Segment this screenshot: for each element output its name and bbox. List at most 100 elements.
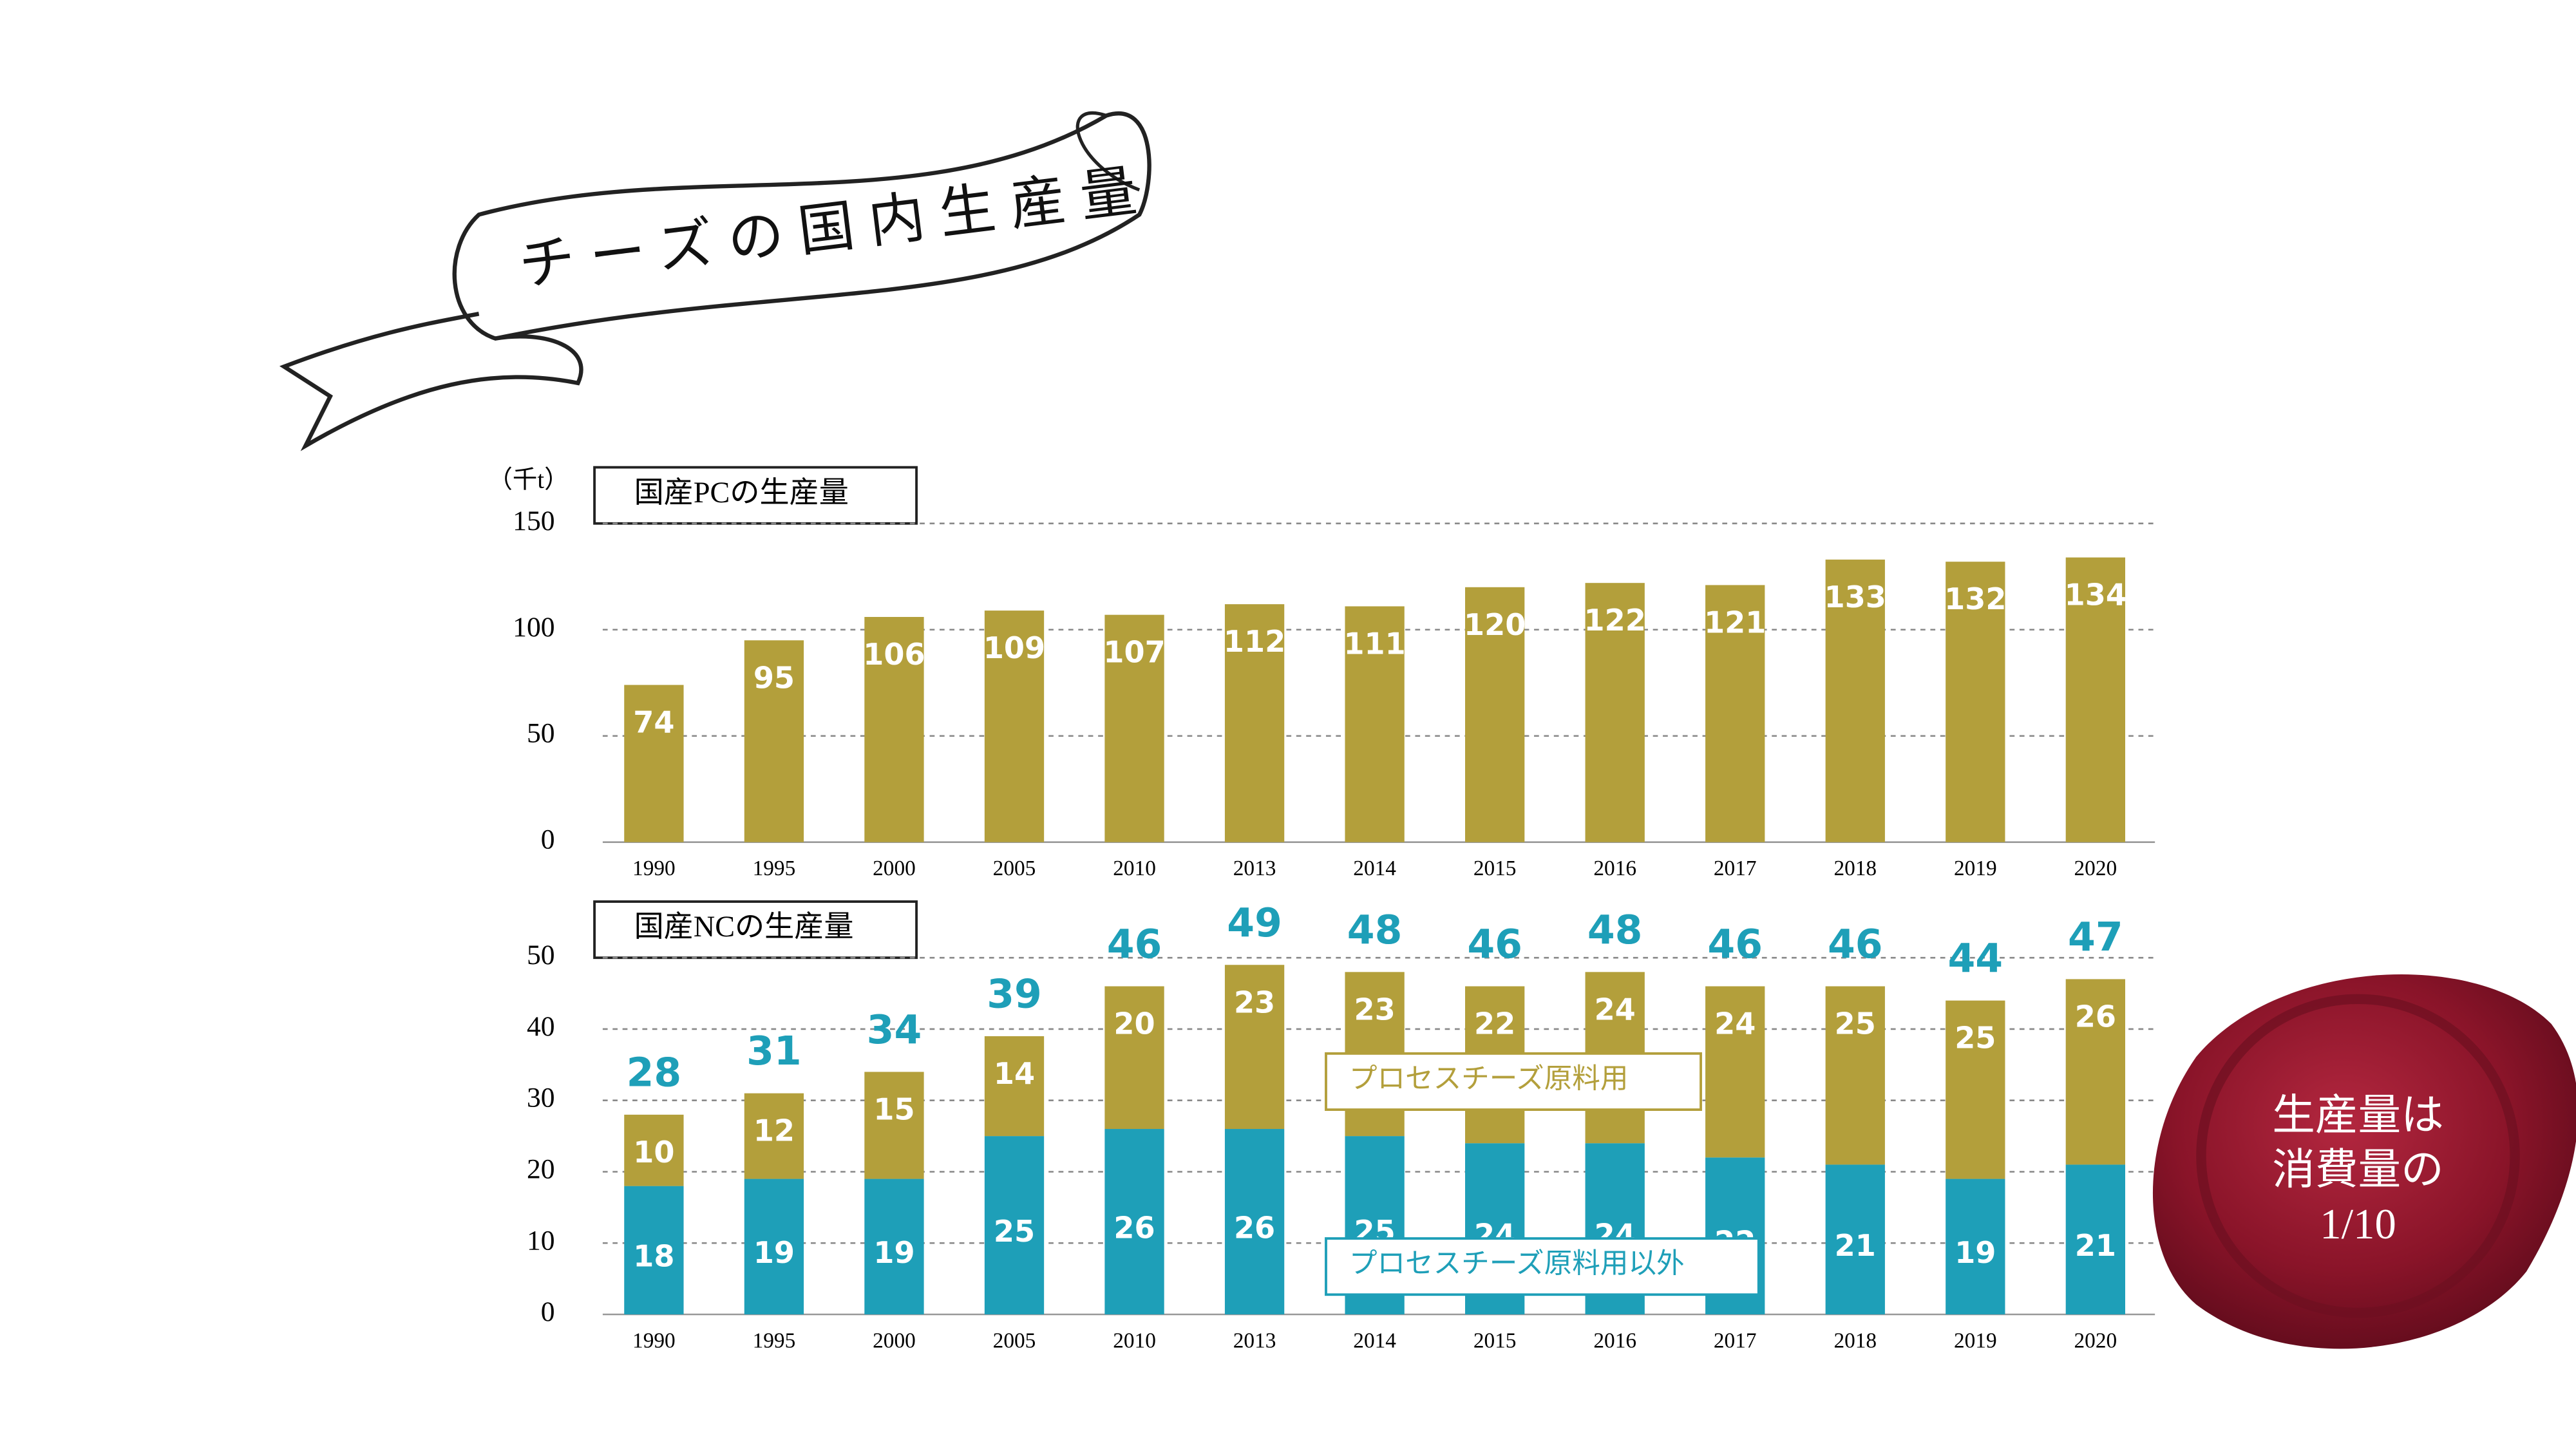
value-label: 15 [873, 1092, 914, 1126]
chart-title: 国産PCの生産量 [634, 476, 849, 509]
value-label: 134 [2065, 578, 2126, 612]
bar-segment [1224, 965, 1285, 1130]
x-tick-label: 2018 [1833, 1329, 1877, 1352]
bar-segment [1104, 986, 1164, 1130]
bar [984, 611, 1045, 842]
seal-text: 生産量は [2272, 1092, 2444, 1139]
x-tick-label: 2013 [1233, 1329, 1276, 1352]
y-tick-label: 50 [527, 718, 555, 749]
bar-segment [2065, 1164, 2125, 1315]
bar [1825, 559, 1885, 842]
x-tick-label: 2005 [993, 857, 1036, 880]
bar-segment [1224, 1129, 1285, 1315]
wax-seal [2152, 974, 2576, 1349]
x-tick-label: 2017 [1714, 857, 1757, 880]
x-tick-label: 2010 [1113, 857, 1156, 880]
bar-segment [864, 1179, 924, 1315]
total-label: 34 [867, 1007, 922, 1053]
total-label: 46 [1467, 921, 1522, 967]
total-label: 48 [1587, 907, 1643, 953]
x-tick-label: 2014 [1353, 857, 1396, 880]
y-tick-label: 10 [527, 1225, 555, 1256]
value-label: 106 [863, 637, 925, 672]
x-tick-label: 2015 [1473, 1329, 1517, 1352]
value-label: 95 [753, 660, 795, 695]
value-label: 109 [983, 630, 1045, 665]
value-label: 26 [1113, 1210, 1155, 1245]
y-tick-label: 40 [527, 1011, 555, 1042]
x-tick-label: 2013 [1233, 857, 1276, 880]
legend-box [1325, 1052, 1702, 1112]
bar-segment [1104, 1129, 1164, 1315]
value-label: 132 [1944, 582, 2006, 616]
value-label: 112 [1224, 624, 1285, 659]
x-tick-label: 2010 [1113, 1329, 1156, 1352]
value-label: 12 [753, 1113, 795, 1148]
bar-segment [1946, 1000, 2005, 1179]
chart-title-box [593, 466, 918, 525]
y-tick-label: 30 [527, 1083, 555, 1113]
bar-segment [864, 1072, 924, 1179]
value-label: 25 [1955, 1021, 1996, 1056]
x-tick-label: 2020 [2074, 857, 2117, 880]
bar-segment [624, 1114, 684, 1186]
x-tick-label: 1990 [632, 1329, 676, 1352]
value-label: 23 [1354, 992, 1396, 1027]
value-label: 24 [1714, 1007, 1756, 1041]
unit-label: （千t） [488, 467, 569, 494]
total-label: 46 [1107, 921, 1162, 967]
chart-title: 国産NCの生産量 [634, 910, 854, 943]
value-label: 23 [1234, 985, 1275, 1019]
bar [1585, 583, 1645, 842]
value-label: 19 [873, 1235, 914, 1270]
x-tick-label: 2016 [1593, 1329, 1636, 1352]
value-label: 21 [2075, 1228, 2116, 1263]
value-label: 122 [1584, 603, 1646, 638]
value-label: 26 [2075, 999, 2116, 1034]
x-tick-label: 2019 [1954, 857, 1997, 880]
bar-segment [624, 1186, 684, 1315]
x-tick-label: 1990 [632, 857, 676, 880]
value-label: 10 [633, 1135, 674, 1170]
x-tick-label: 2017 [1714, 1329, 1757, 1352]
y-tick-label: 0 [541, 824, 555, 855]
x-tick-label: 2016 [1593, 857, 1636, 880]
x-tick-label: 2015 [1473, 857, 1517, 880]
y-tick-label: 100 [513, 612, 554, 643]
bar-segment [984, 1036, 1045, 1137]
value-label: 21 [1835, 1228, 1876, 1263]
value-label: 120 [1464, 607, 1526, 642]
bar [624, 685, 684, 842]
value-label: 18 [633, 1239, 674, 1274]
x-tick-label: 2018 [1833, 857, 1877, 880]
x-tick-label: 2000 [873, 857, 916, 880]
bar [744, 640, 804, 842]
bar-segment [744, 1093, 804, 1179]
value-label: 14 [994, 1056, 1035, 1091]
value-label: 20 [1113, 1007, 1155, 1041]
legend-box [1325, 1237, 1760, 1296]
bar [1224, 604, 1285, 842]
value-label: 19 [753, 1235, 795, 1270]
bar [864, 616, 924, 842]
total-label: 46 [1707, 921, 1763, 967]
total-label: 44 [1948, 935, 2003, 981]
bar-segment [744, 1179, 804, 1315]
value-label: 25 [1835, 1007, 1876, 1041]
banner [279, 111, 1151, 451]
y-tick-label: 150 [513, 506, 554, 536]
bar [1345, 606, 1405, 842]
value-label: 24 [1595, 992, 1636, 1027]
bar-segment [1825, 1164, 1885, 1315]
y-tick-label: 50 [527, 940, 555, 971]
total-label: 47 [2068, 914, 2123, 960]
x-tick-label: 2014 [1353, 1329, 1396, 1352]
y-tick-label: 0 [541, 1296, 555, 1327]
total-label: 49 [1227, 900, 1282, 946]
total-label: 31 [746, 1028, 802, 1074]
x-tick-label: 2000 [873, 1329, 916, 1352]
seal-text: 消費量の [2272, 1146, 2444, 1193]
bar-segment [1825, 986, 1885, 1165]
x-tick-label: 2005 [993, 1329, 1036, 1352]
